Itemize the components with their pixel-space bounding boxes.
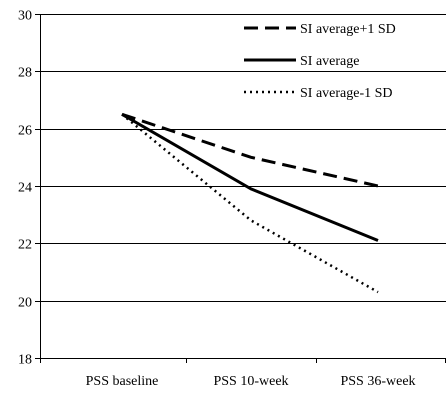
- x-tick-label: PSS 10-week: [213, 374, 288, 389]
- series-layer: [121, 112, 379, 294]
- legend-label: SI average: [300, 54, 359, 69]
- grid-layer: [40, 14, 446, 359]
- y-tick-label: 30: [18, 9, 32, 24]
- y-tick-label: 20: [18, 296, 32, 311]
- x-tick-label: PSS baseline: [86, 374, 159, 389]
- y-tick-label: 24: [18, 181, 32, 196]
- axis-layer: 18 20 22 24 26 28 30 PSS baseline PSS 10-week PSS…: [18, 9, 446, 389]
- series-line-1: [121, 112, 379, 188]
- legend: SI average+1 SD SI average SI average-1 SD: [244, 22, 396, 101]
- series-line-2: [121, 113, 379, 242]
- legend-label: SI average-1 SD: [300, 86, 393, 101]
- y-tick-label: 22: [18, 238, 32, 253]
- y-tick-label: 28: [18, 66, 32, 81]
- y-tick-label: 18: [18, 353, 32, 368]
- series-line-3: [121, 113, 379, 294]
- legend-label: SI average+1 SD: [300, 22, 396, 37]
- x-tick-label: PSS 36-week: [340, 374, 415, 389]
- y-tick-label: 26: [18, 124, 32, 139]
